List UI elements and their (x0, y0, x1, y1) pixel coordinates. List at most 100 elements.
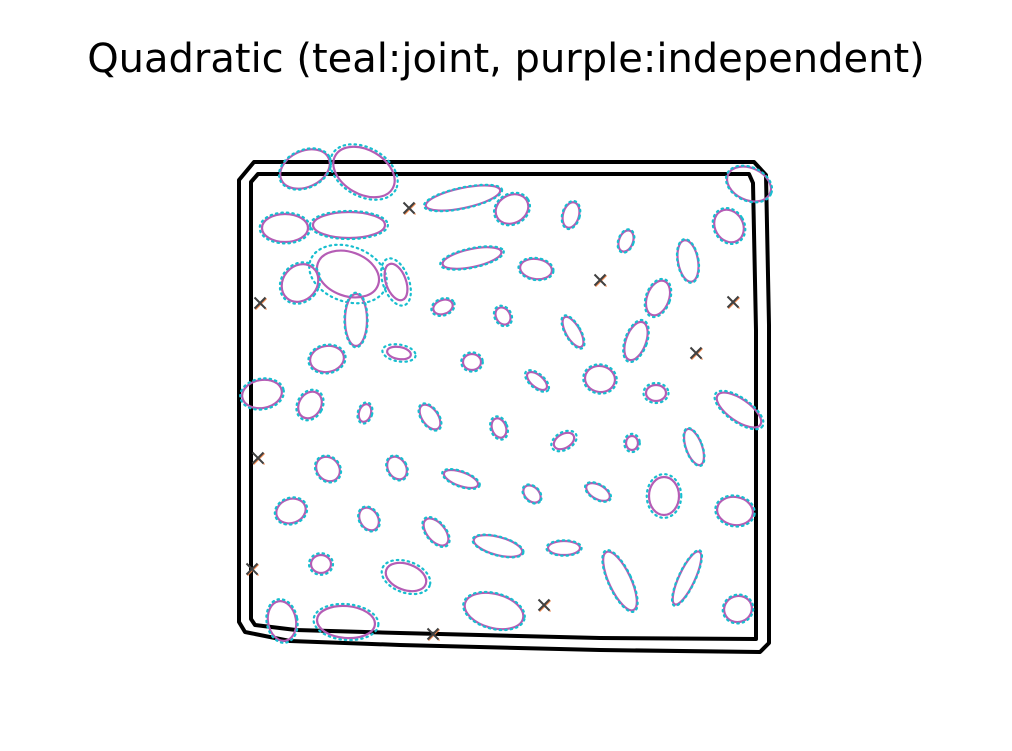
covariance-ellipse-pair (460, 351, 484, 373)
independent-ellipse (386, 345, 412, 361)
joint-ellipse (471, 533, 525, 559)
covariance-ellipse-pair (308, 243, 388, 305)
covariance-ellipse-pair (471, 533, 525, 559)
covariance-ellipse-pair (492, 191, 532, 227)
independent-ellipse (647, 475, 681, 517)
independent-ellipse (525, 370, 549, 392)
covariance-ellipse-pair (642, 381, 670, 405)
x-marker (402, 201, 416, 215)
joint-ellipse (489, 415, 509, 441)
joint-ellipse (239, 377, 285, 411)
joint-ellipse (278, 261, 322, 305)
covariance-ellipse-pair (711, 206, 747, 246)
independent-ellipse (297, 390, 323, 420)
x-marker-stroke (689, 346, 703, 360)
x-marker (426, 627, 440, 641)
joint-ellipse (380, 558, 432, 596)
covariance-ellipse-pair (295, 388, 325, 422)
joint-ellipse (645, 473, 683, 519)
joint-ellipse (582, 363, 618, 395)
x-marker-stroke (593, 273, 607, 287)
covariance-ellipse-pair (258, 211, 312, 245)
covariance-ellipse-pair (417, 402, 443, 432)
covariance-ellipse-pair (380, 558, 432, 596)
covariance-ellipse-pair (724, 164, 774, 204)
independent-ellipse (723, 594, 753, 624)
joint-ellipse (521, 483, 543, 505)
independent-ellipse (266, 600, 298, 642)
independent-ellipse (518, 257, 554, 281)
covariance-ellipse-pair (343, 291, 369, 349)
covariance-ellipse-pair (623, 432, 641, 454)
covariance-ellipse-pair (645, 473, 683, 519)
independent-ellipse (383, 262, 409, 302)
independent-ellipse (315, 249, 381, 299)
covariance-ellipse-pair (670, 549, 704, 607)
covariance-ellipse-pair (329, 143, 399, 201)
joint-ellipse (441, 467, 481, 491)
joint-ellipse (307, 552, 335, 576)
joint-ellipse (616, 228, 636, 254)
joint-ellipse (380, 257, 412, 307)
joint-ellipse (273, 496, 309, 526)
ellipse-layer (239, 143, 774, 644)
covariance-ellipse-pair (273, 496, 309, 526)
covariance-ellipse-pair (380, 257, 412, 307)
covariance-ellipse-pair (582, 363, 618, 395)
independent-ellipse (583, 364, 617, 394)
covariance-ellipse-pair (421, 515, 451, 549)
covariance-ellipse-pair (560, 314, 586, 350)
covariance-ellipse-pair (714, 494, 756, 528)
covariance-ellipse-pair (309, 209, 389, 241)
covariance-ellipse-pair (278, 261, 322, 305)
x-marker-stroke (253, 296, 267, 310)
joint-ellipse (421, 515, 451, 549)
joint-ellipse (265, 598, 299, 644)
covariance-ellipse-pair (357, 505, 381, 533)
independent-ellipse (602, 550, 638, 612)
covariance-ellipse-pair (682, 426, 706, 468)
covariance-ellipse-pair (622, 318, 650, 364)
joint-ellipse (560, 199, 582, 231)
independent-ellipse (461, 352, 483, 372)
joint-ellipse (682, 426, 706, 468)
covariance-ellipse-pair (441, 467, 481, 491)
independent-ellipse (494, 306, 512, 326)
joint-ellipse (642, 381, 670, 405)
joint-ellipse (583, 481, 613, 503)
x-marker-stroke (251, 451, 265, 465)
independent-ellipse (309, 553, 333, 575)
independent-ellipse (494, 193, 530, 225)
boundary-inner (249, 172, 758, 641)
independent-ellipse (311, 210, 387, 240)
joint-ellipse (492, 191, 532, 227)
covariance-ellipse-pair (550, 429, 578, 453)
independent-ellipse (671, 550, 703, 606)
joint-ellipse (714, 494, 756, 528)
covariance-ellipse-pair (616, 228, 636, 254)
x-marker-stroke (426, 627, 440, 641)
joint-ellipse (560, 314, 586, 350)
covariance-ellipse-pair (356, 401, 374, 425)
independent-ellipse (552, 431, 576, 451)
covariance-ellipse-pair (422, 183, 504, 213)
boundary-outer (237, 160, 771, 654)
covariance-ellipse-pair (277, 147, 333, 191)
covariance-ellipse-pair (385, 454, 409, 482)
independent-ellipse (315, 604, 377, 640)
joint-ellipse (643, 277, 673, 319)
joint-ellipse (439, 245, 505, 271)
joint-ellipse (422, 183, 504, 213)
covariance-ellipse-pair (601, 549, 639, 613)
covariance-ellipse-pair (713, 389, 765, 431)
independent-ellipse (357, 403, 373, 423)
joint-ellipse (295, 388, 325, 422)
joint-ellipse (312, 602, 380, 642)
joint-ellipse (545, 539, 583, 557)
joint-ellipse (623, 432, 641, 454)
joint-ellipse (724, 164, 774, 204)
independent-ellipse (280, 263, 320, 303)
covariance-ellipse-pair (583, 481, 613, 503)
independent-ellipse (332, 145, 396, 199)
